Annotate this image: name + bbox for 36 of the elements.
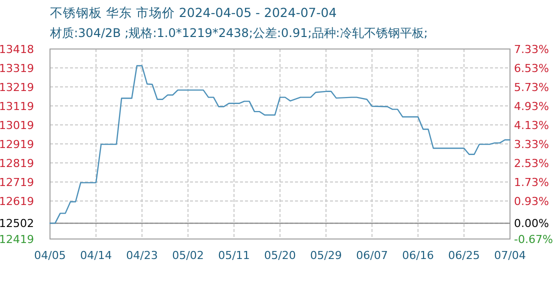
- y2-tick-label: 0.00%: [514, 217, 549, 230]
- y-tick-label: 12919: [0, 138, 34, 151]
- line-series: [49, 65, 511, 224]
- y2-tick-label: 3.33%: [514, 138, 549, 151]
- y2-tick-label: -0.67%: [514, 233, 553, 246]
- y2-tick-label: 4.13%: [514, 119, 549, 132]
- y-tick-label: 13418: [0, 43, 34, 56]
- y2-tick-label: 6.53%: [514, 62, 549, 75]
- chart-subtitle: 材质:304/2B ;规格:1.0*1219*2438;公差:0.91;品种:冷轧不锈钢平板;: [49, 26, 428, 40]
- x-tick-label: 05/20: [264, 249, 296, 262]
- y2-tick-label: 0.93%: [514, 195, 549, 208]
- x-tick-label: 04/23: [126, 249, 158, 262]
- x-tick-label: 06/25: [448, 249, 480, 262]
- x-tick-label: 06/16: [402, 249, 434, 262]
- y-tick-label: 13319: [0, 62, 34, 75]
- y2-tick-label: 2.53%: [514, 157, 549, 170]
- y2-tick-label: 1.73%: [514, 176, 549, 189]
- y-tick-label: 12419: [0, 233, 34, 246]
- y-tick-label: 13219: [0, 80, 34, 94]
- x-tick-label: 05/02: [172, 249, 204, 262]
- x-tick-label: 04/14: [80, 249, 112, 262]
- y-tick-label: 12719: [0, 176, 34, 189]
- x-tick-label: 05/11: [218, 249, 250, 262]
- y-tick-label: 12502: [0, 217, 34, 230]
- chart-title: 不锈钢板 华东 市场价 2024-04-05 - 2024-07-04: [50, 5, 337, 20]
- x-tick-label: 07/04: [494, 249, 526, 262]
- x-tick-label: 05/29: [310, 249, 342, 262]
- y2-tick-label: 4.93%: [514, 100, 549, 113]
- y2-tick-label: 5.73%: [514, 81, 549, 94]
- y-tick-label: 12619: [0, 194, 34, 208]
- x-tick-label: 06/07: [356, 249, 388, 262]
- y-tick-label: 13119: [0, 100, 34, 113]
- x-tick-label: 04/05: [34, 249, 66, 262]
- y-tick-label: 12819: [0, 156, 34, 170]
- y-tick-label: 13019: [0, 118, 34, 132]
- y2-tick-label: 7.33%: [514, 43, 549, 56]
